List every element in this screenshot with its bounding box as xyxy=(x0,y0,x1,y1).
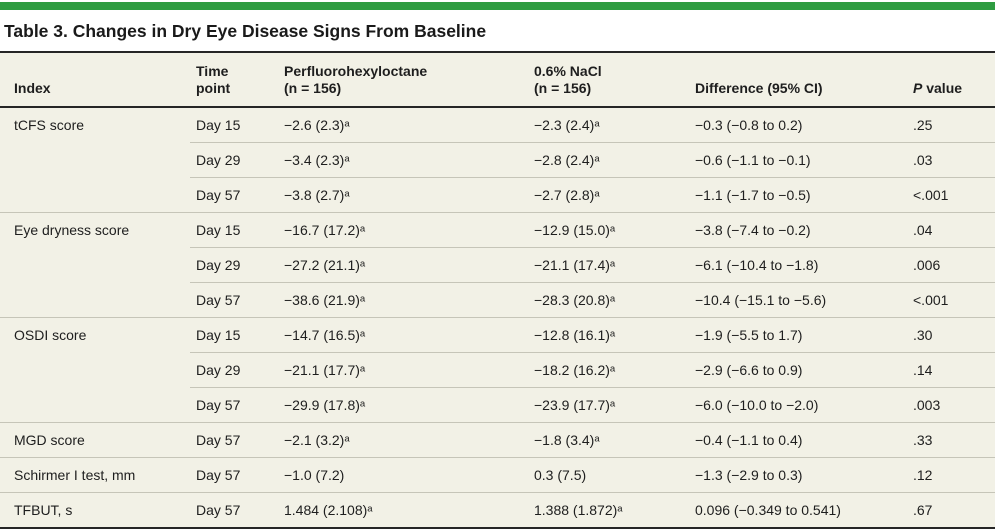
p-value-cell: .04 xyxy=(907,212,995,248)
drug-value-cell: −2.1 (3.2)ᵃ xyxy=(278,422,528,458)
control-value-cell: 0.3 (7.5) xyxy=(528,457,689,493)
column-header-p-value: P value xyxy=(907,52,995,108)
difference-cell: −1.3 (−2.9 to 0.3) xyxy=(689,457,907,493)
drug-value-cell: −27.2 (21.1)ᵃ xyxy=(278,247,528,283)
table-row: Day 29 −3.4 (2.3)ᵃ −2.8 (2.4)ᵃ −0.6 (−1.1 t… xyxy=(0,142,995,178)
column-header-time-point: Time point xyxy=(190,52,278,108)
table-row: MGD score Day 57 −2.1 (3.2)ᵃ −1.8 (3.4)ᵃ −0.… xyxy=(0,422,995,458)
index-cell: Schirmer I test, mm xyxy=(0,457,190,493)
table-body: tCFS score Day 15 −2.6 (2.3)ᵃ −2.3 (2.4)ᵃ −0… xyxy=(0,106,995,528)
p-value-cell: <.001 xyxy=(907,177,995,213)
time-point-cell: Day 29 xyxy=(190,247,278,283)
table-row: OSDI score Day 15 −14.7 (16.5)ᵃ −12.8 (16.1… xyxy=(0,317,995,423)
control-value-cell: −2.8 (2.4)ᵃ xyxy=(528,142,689,178)
drug-value-cell: −2.6 (2.3)ᵃ xyxy=(278,106,528,143)
difference-cell: −2.9 (−6.6 to 0.9) xyxy=(689,352,907,388)
difference-cell: −0.6 (−1.1 to −0.1) xyxy=(689,142,907,178)
drug-value-cell: −21.1 (17.7)ᵃ xyxy=(278,352,528,388)
index-cell: OSDI score xyxy=(0,317,190,423)
control-value-cell: −18.2 (16.2)ᵃ xyxy=(528,352,689,388)
time-point-cell: Day 57 xyxy=(190,177,278,213)
p-value-cell: .03 xyxy=(907,142,995,178)
table-row: Schirmer I test, mm Day 57 −1.0 (7.2) 0.3 (… xyxy=(0,457,995,493)
difference-cell: −1.9 (−5.5 to 1.7) xyxy=(689,317,907,353)
table-row: Day 57 −29.9 (17.8)ᵃ −23.9 (17.7)ᵃ −6.0 (−1… xyxy=(0,387,995,423)
p-value-cell: .006 xyxy=(907,247,995,283)
p-value-cell: .12 xyxy=(907,457,995,493)
difference-cell: −10.4 (−15.1 to −5.6) xyxy=(689,282,907,318)
column-header-perfluorohexyloctane: Perfluorohexyloctane (n = 156) xyxy=(278,52,528,108)
table-row: Day 57 −38.6 (21.9)ᵃ −28.3 (20.8)ᵃ −10.4 (−… xyxy=(0,282,995,318)
difference-cell: −6.1 (−10.4 to −1.8) xyxy=(689,247,907,283)
time-point-cell: Day 57 xyxy=(190,457,278,493)
table-row: Eye dryness score Day 15 −16.7 (17.2)ᵃ −12.… xyxy=(0,212,995,318)
p-value-cell: .25 xyxy=(907,106,995,143)
control-value-cell: −2.3 (2.4)ᵃ xyxy=(528,106,689,143)
time-point-cell: Day 57 xyxy=(190,282,278,318)
difference-cell: −6.0 (−10.0 to −2.0) xyxy=(689,387,907,423)
drug-value-cell: 1.484 (2.108)ᵃ xyxy=(278,492,528,528)
time-point-cell: Day 15 xyxy=(190,106,278,143)
control-value-cell: −2.7 (2.8)ᵃ xyxy=(528,177,689,213)
table-row: Day 29 −27.2 (21.1)ᵃ −21.1 (17.4)ᵃ −6.1 (−1… xyxy=(0,247,995,283)
control-value-cell: −12.9 (15.0)ᵃ xyxy=(528,212,689,248)
drug-value-cell: −3.4 (2.3)ᵃ xyxy=(278,142,528,178)
drug-value-cell: −3.8 (2.7)ᵃ xyxy=(278,177,528,213)
column-header-difference: Difference (95% CI) xyxy=(689,52,907,108)
column-header-nacl: 0.6% NaCl (n = 156) xyxy=(528,52,689,108)
control-value-cell: −23.9 (17.7)ᵃ xyxy=(528,387,689,423)
p-italic: P xyxy=(913,80,923,96)
table-row: Day 57 −3.8 (2.7)ᵃ −2.7 (2.8)ᵃ −1.1 (−1.7 t… xyxy=(0,177,995,213)
p-value-cell: .14 xyxy=(907,352,995,388)
drug-value-cell: −1.0 (7.2) xyxy=(278,457,528,493)
drug-value-cell: −29.9 (17.8)ᵃ xyxy=(278,387,528,423)
p-value-cell: .30 xyxy=(907,317,995,353)
time-point-cell: Day 15 xyxy=(190,212,278,248)
difference-cell: −1.1 (−1.7 to −0.5) xyxy=(689,177,907,213)
time-point-cell: Day 15 xyxy=(190,317,278,353)
time-point-cell: Day 57 xyxy=(190,492,278,528)
table-title: Table 3. Changes in Dry Eye Disease Sign… xyxy=(4,21,487,41)
drug-value-cell: −16.7 (17.2)ᵃ xyxy=(278,212,528,248)
column-header-index: Index xyxy=(0,52,190,108)
table-row: tCFS score Day 15 −2.6 (2.3)ᵃ −2.3 (2.4)ᵃ −0… xyxy=(0,106,995,213)
time-point-cell: Day 57 xyxy=(190,422,278,458)
difference-cell: −3.8 (−7.4 to −0.2) xyxy=(689,212,907,248)
index-cell: Eye dryness score xyxy=(0,212,190,318)
header-row: Index Time point Perfluorohexyloctane (n… xyxy=(0,52,995,108)
control-value-cell: −21.1 (17.4)ᵃ xyxy=(528,247,689,283)
summary-table: Index Time point Perfluorohexyloctane (n… xyxy=(0,51,995,529)
control-value-cell: −28.3 (20.8)ᵃ xyxy=(528,282,689,318)
control-value-cell: −12.8 (16.1)ᵃ xyxy=(528,317,689,353)
p-value-cell: .003 xyxy=(907,387,995,423)
difference-cell: −0.4 (−1.1 to 0.4) xyxy=(689,422,907,458)
control-value-cell: −1.8 (3.4)ᵃ xyxy=(528,422,689,458)
index-cell: MGD score xyxy=(0,422,190,458)
index-cell: TFBUT, s xyxy=(0,492,190,528)
drug-value-cell: −38.6 (21.9)ᵃ xyxy=(278,282,528,318)
p-value-cell: <.001 xyxy=(907,282,995,318)
p-value-cell: .33 xyxy=(907,422,995,458)
difference-cell: 0.096 (−0.349 to 0.541) xyxy=(689,492,907,528)
time-point-cell: Day 29 xyxy=(190,352,278,388)
control-value-cell: 1.388 (1.872)ᵃ xyxy=(528,492,689,528)
accent-bar xyxy=(0,2,995,10)
table-header: Index Time point Perfluorohexyloctane (n… xyxy=(0,52,995,108)
drug-value-cell: −14.7 (16.5)ᵃ xyxy=(278,317,528,353)
time-point-cell: Day 57 xyxy=(190,387,278,423)
time-point-cell: Day 29 xyxy=(190,142,278,178)
table-row: TFBUT, s Day 57 1.484 (2.108)ᵃ 1.388 (1.872… xyxy=(0,492,995,528)
table-row: Day 29 −21.1 (17.7)ᵃ −18.2 (16.2)ᵃ −2.9 (−6… xyxy=(0,352,995,388)
p-rest: value xyxy=(922,80,963,96)
difference-cell: −0.3 (−0.8 to 0.2) xyxy=(689,106,907,143)
index-cell: tCFS score xyxy=(0,106,190,213)
p-value-cell: .67 xyxy=(907,492,995,528)
